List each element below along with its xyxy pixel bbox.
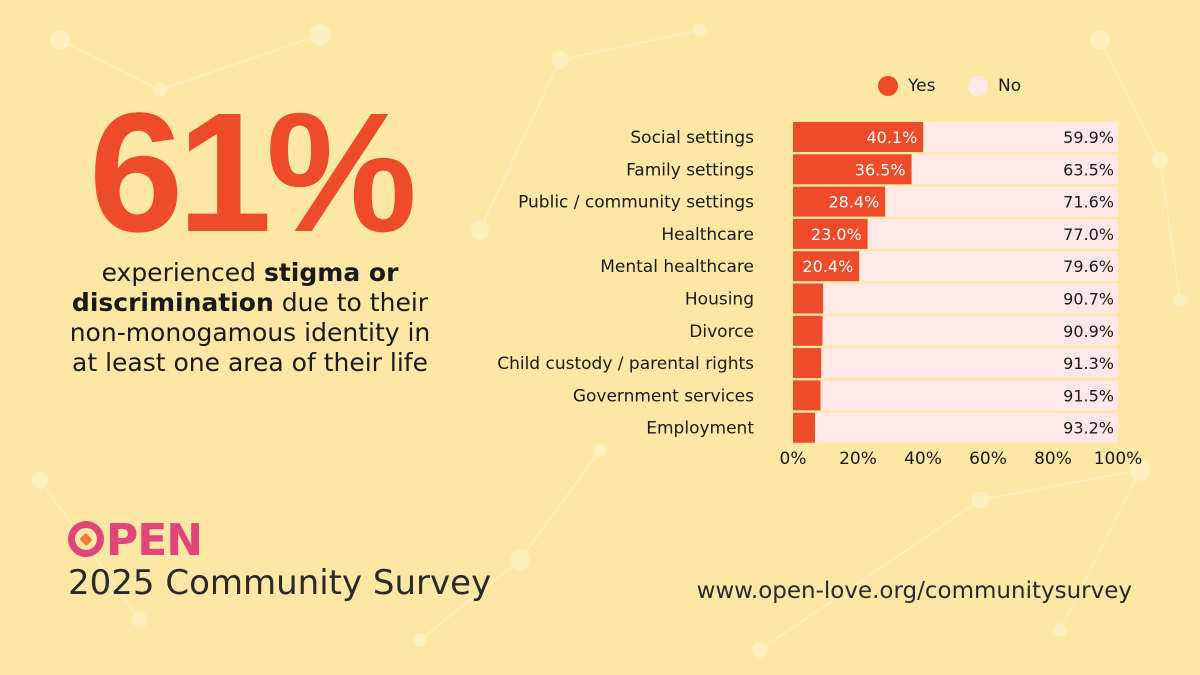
category-label: Government services: [573, 386, 754, 406]
data-label-yes: 20.4%: [802, 257, 853, 276]
category-label: Mental healthcare: [600, 257, 754, 277]
data-label-no: 91.3%: [1063, 354, 1114, 373]
legend-swatch-yes: [878, 76, 898, 96]
data-label-no: 63.5%: [1063, 160, 1114, 179]
bar-no: [821, 348, 1118, 379]
data-label-yes: 40.1%: [866, 128, 917, 147]
category-label: Child custody / parental rights: [497, 354, 754, 374]
bar-yes: [793, 186, 886, 217]
bar-yes: [793, 122, 924, 152]
category-label: Public / community settings: [518, 193, 754, 213]
data-label-no: 71.6%: [1063, 193, 1114, 212]
open-logo-text: PEN: [106, 515, 203, 566]
data-label-no: 59.9%: [1063, 128, 1114, 147]
data-label-no: 90.9%: [1063, 322, 1114, 341]
headline-stat: 61%: [88, 78, 417, 268]
category-label: Social settings: [630, 128, 754, 148]
x-tick-label: 60%: [969, 449, 1007, 469]
legend-label-no: No: [998, 76, 1022, 96]
data-label-no: 91.5%: [1063, 386, 1114, 405]
bar-yes: [793, 283, 824, 314]
x-tick-label: 100%: [1094, 449, 1143, 469]
data-label-no: 90.7%: [1063, 290, 1114, 309]
bar-no: [867, 218, 1118, 249]
bar-yes: [793, 380, 821, 411]
bar-no: [923, 122, 1118, 152]
survey-url: www.open-love.org/communitysurvey: [696, 578, 1132, 604]
bar-no: [885, 186, 1118, 217]
legend-item-yes: Yes: [878, 76, 935, 96]
bar-no: [820, 380, 1118, 411]
bar-no: [822, 315, 1118, 346]
bar-yes: [793, 218, 868, 249]
data-label-no: 77.0%: [1063, 225, 1114, 244]
x-tick-label: 0%: [780, 449, 807, 469]
category-label: Housing: [685, 290, 754, 310]
description-prefix: experienced: [101, 258, 264, 287]
x-tick-label: 20%: [839, 449, 877, 469]
legend-swatch-no: [968, 76, 988, 96]
category-label: Family settings: [626, 160, 754, 180]
bar-yes: [793, 315, 823, 346]
open-logo: PEN: [68, 515, 203, 566]
description-bold: stigma or discrimination: [71, 258, 399, 317]
x-tick-label: 40%: [904, 449, 942, 469]
category-label: Divorce: [689, 322, 754, 342]
headline-description: experienced stigma or discrimination due…: [60, 258, 440, 378]
survey-title: 2025 Community Survey: [68, 563, 492, 603]
data-label-no: 93.2%: [1063, 419, 1114, 438]
data-label-yes: 36.5%: [855, 160, 906, 179]
data-label-yes: 28.4%: [828, 193, 879, 212]
open-logo-heart-icon: [68, 521, 104, 557]
bar-yes: [793, 412, 816, 443]
legend-item-no: No: [968, 76, 1021, 96]
bar-yes: [793, 154, 912, 185]
category-label: Employment: [646, 419, 754, 439]
x-tick-label: 80%: [1034, 449, 1072, 469]
bar-yes: [793, 348, 822, 379]
bar-no: [815, 412, 1118, 443]
bar-no: [823, 283, 1118, 314]
legend-label-yes: Yes: [908, 76, 936, 96]
bar-no: [911, 154, 1118, 185]
data-label-no: 79.6%: [1063, 257, 1114, 276]
category-label: Healthcare: [661, 225, 754, 245]
bar-yes: [793, 251, 860, 282]
data-label-yes: 23.0%: [811, 225, 862, 244]
bar-no: [859, 251, 1118, 282]
description-suffix: due to their non-monogamous identity in …: [69, 288, 431, 377]
